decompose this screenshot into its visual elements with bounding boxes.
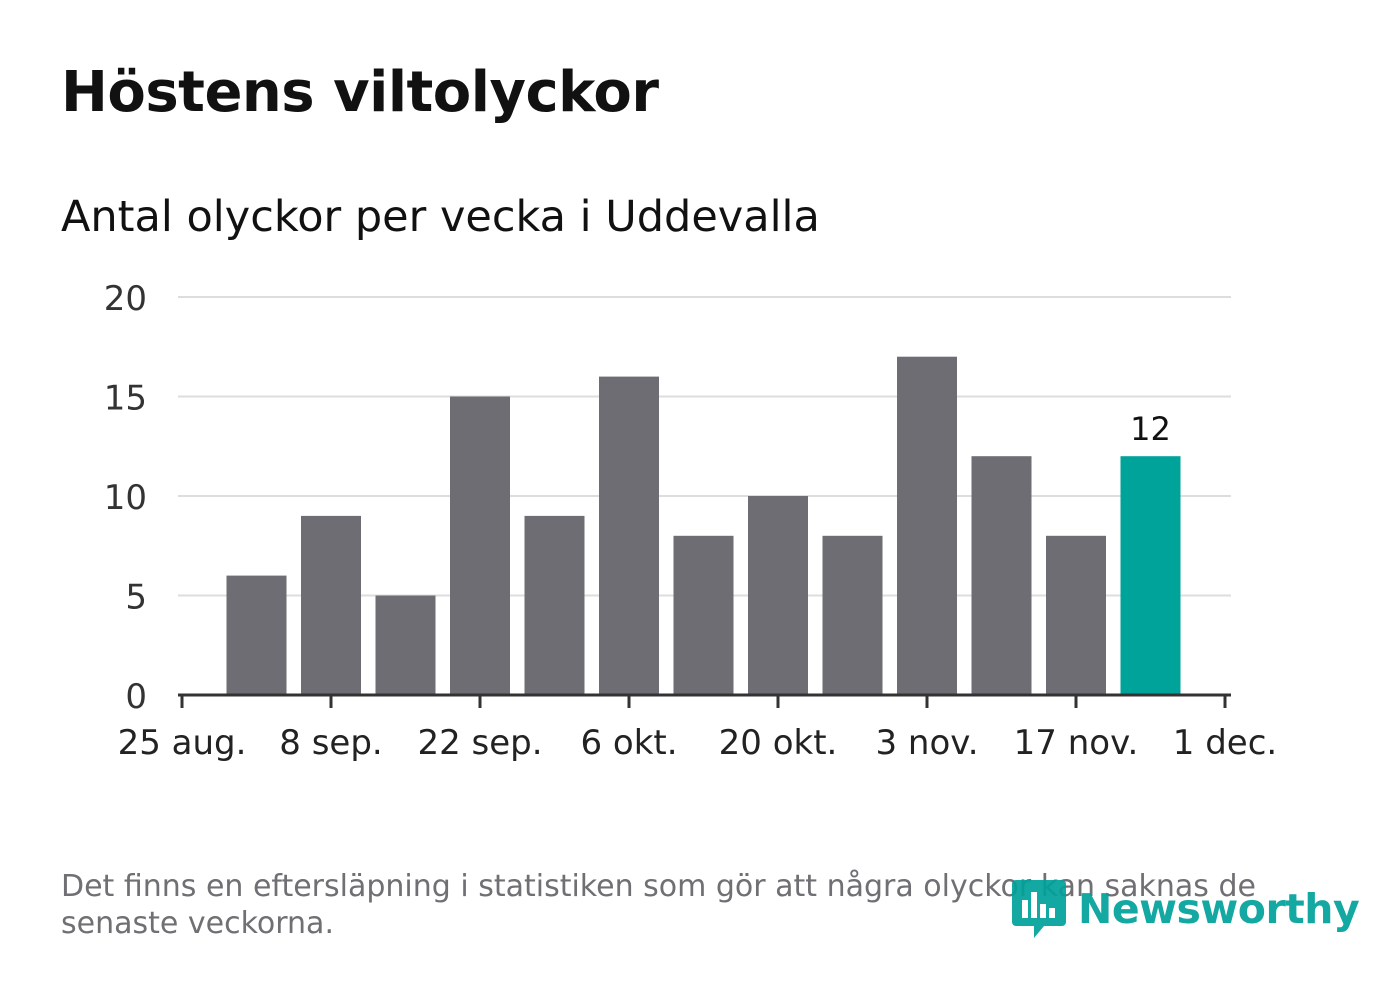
bar-highlight xyxy=(1120,456,1181,695)
x-tick-label: 6 okt. xyxy=(580,723,677,763)
x-tick-label: 20 okt. xyxy=(719,723,838,763)
y-tick-label: 0 xyxy=(125,677,147,717)
x-tick-label: 3 nov. xyxy=(875,723,978,763)
data-label: 12 xyxy=(1130,410,1171,448)
x-tick-label: 25 aug. xyxy=(118,723,247,763)
bars xyxy=(226,356,1181,695)
labels: 0 5 10 15 20 12 25 aug. 8 sep. 22 sep. 6 okt. 20 o… xyxy=(104,279,1277,763)
bar xyxy=(226,575,287,695)
y-tick-label: 20 xyxy=(104,279,147,319)
bar xyxy=(375,595,436,695)
x-axis xyxy=(178,693,1231,708)
bar xyxy=(897,356,957,695)
bar xyxy=(822,535,883,695)
y-tick-label: 15 xyxy=(104,379,147,419)
bar xyxy=(748,496,808,695)
newsworthy-logo: Newsworthy xyxy=(1010,878,1360,940)
newsworthy-logo-icon xyxy=(1012,880,1066,938)
x-tick-label: 17 nov. xyxy=(1014,723,1139,763)
bar xyxy=(971,456,1032,695)
x-tick-label: 1 dec. xyxy=(1173,723,1277,763)
y-tick-label: 5 xyxy=(125,578,147,618)
y-tick-label: 10 xyxy=(104,478,147,518)
bar xyxy=(450,396,510,695)
bar xyxy=(599,376,659,695)
bar xyxy=(1046,535,1106,695)
bar xyxy=(524,515,585,695)
x-tick-label: 8 sep. xyxy=(279,723,382,763)
chart-subtitle: Antal olyckor per vecka i Uddevalla xyxy=(61,192,820,242)
bar xyxy=(673,535,734,695)
bar xyxy=(301,515,361,695)
x-tick-label: 22 sep. xyxy=(417,723,542,763)
logo-text: Newsworthy xyxy=(1078,885,1360,933)
chart-title: Höstens viltolyckor xyxy=(61,60,659,125)
